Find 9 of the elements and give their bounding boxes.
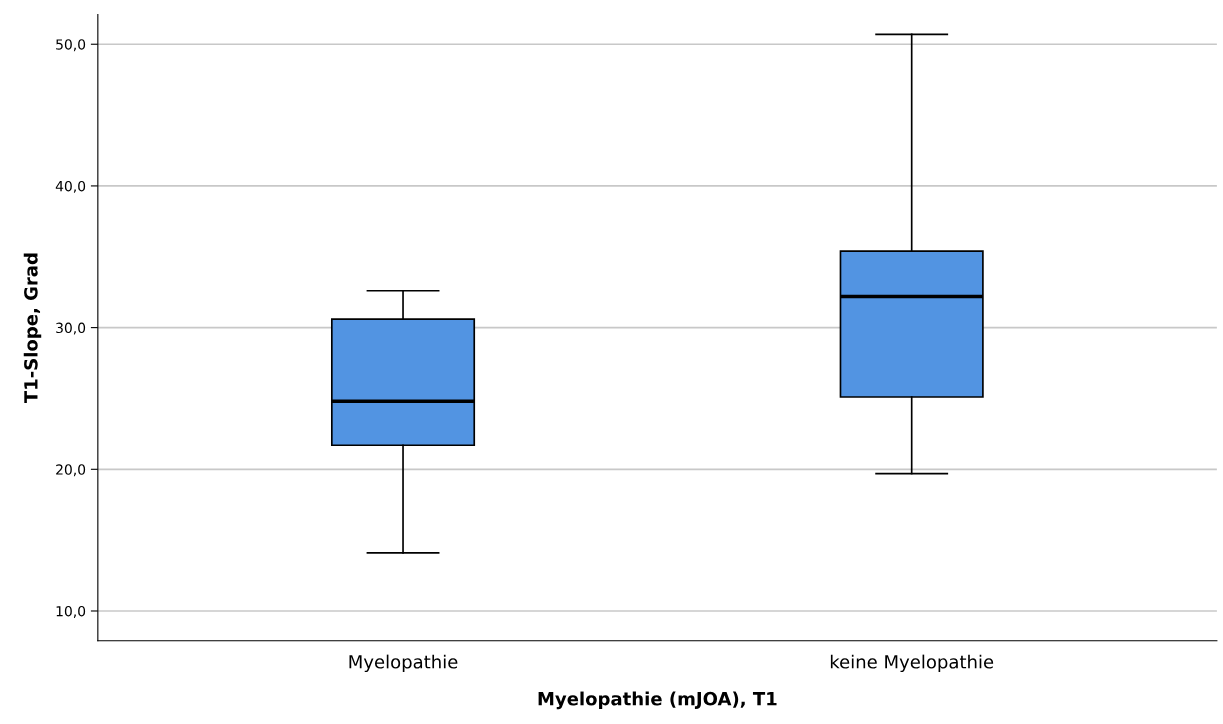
y-tick-label: 50,0 <box>56 39 86 52</box>
x-tick-label: Myelopathie <box>349 654 458 673</box>
y-axis-title: T1-Slope, Grad <box>23 253 42 404</box>
y-tick-label: 20,0 <box>56 464 86 477</box>
y-tick-label: 30,0 <box>56 322 86 335</box>
y-tick-label: 40,0 <box>55 180 86 193</box>
x-axis-title: Myelopathie (mJOA), T1 <box>538 691 777 710</box>
x-tick-label: keine Myelopathie <box>830 654 994 673</box>
y-tick-label: 10,0 <box>56 605 86 618</box>
